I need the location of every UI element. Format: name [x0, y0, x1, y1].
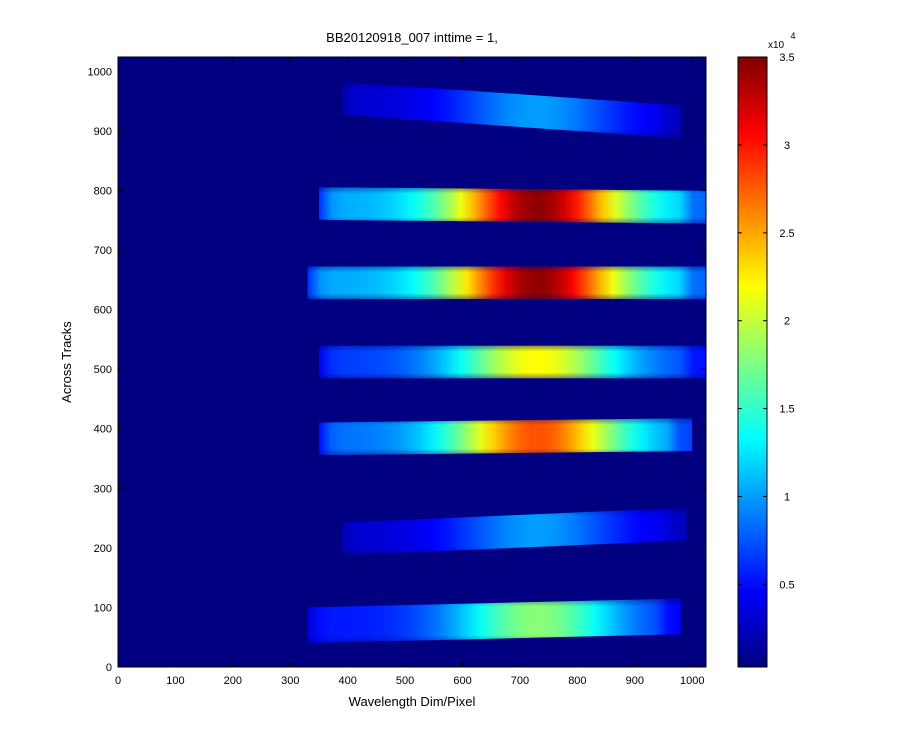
y-tick-label: 200: [94, 543, 112, 555]
x-axis-label: Wavelength Dim/Pixel: [349, 694, 476, 709]
y-tick-label: 1000: [88, 66, 112, 78]
y-tick-label: 400: [94, 424, 112, 436]
spectral-band: [318, 187, 706, 224]
colorbar-multiplier: x10: [768, 40, 785, 51]
x-tick-label: 200: [224, 675, 242, 687]
x-tick-label: 400: [339, 675, 357, 687]
spectral-band: [318, 345, 706, 379]
colorbar-tick-label: 2.5: [779, 228, 794, 240]
colorbar-tick-label: 3.5: [779, 52, 794, 64]
spectral-band: [318, 418, 693, 456]
x-tick-label: 1000: [680, 675, 704, 687]
x-tick-label: 700: [511, 675, 529, 687]
y-axis-label: Across Tracks: [59, 321, 74, 403]
spectral-band: [307, 598, 681, 644]
x-tick-label: 300: [281, 675, 299, 687]
y-tick-label: 800: [94, 185, 112, 197]
colorbar: [737, 56, 768, 668]
colorbar-tick-label: 1: [784, 491, 790, 503]
x-tick-label: 800: [568, 675, 586, 687]
x-tick-label: 900: [626, 675, 644, 687]
y-tick-label: 100: [94, 602, 112, 614]
spectral-band: [341, 81, 681, 139]
spectral-band: [307, 266, 706, 300]
y-tick-label: 900: [94, 126, 112, 138]
colorbar-tick-label: 2: [784, 316, 790, 328]
colorbar-exponent: 4: [790, 31, 795, 41]
x-tick-label: 500: [396, 675, 414, 687]
chart-title: BB20120918_007 inttime = 1,: [326, 30, 498, 45]
x-tick-label: 600: [453, 675, 471, 687]
y-tick-label: 700: [94, 245, 112, 257]
x-tick-label: 100: [166, 675, 184, 687]
y-tick-label: 600: [94, 305, 112, 317]
y-tick-label: 500: [94, 364, 112, 376]
y-tick-label: 0: [106, 662, 112, 674]
colorbar-tick-label: 0.5: [779, 579, 794, 591]
y-tick-label: 300: [94, 483, 112, 495]
x-tick-label: 0: [115, 675, 121, 687]
colorbar-tick-label: 1.5: [779, 404, 794, 416]
spectral-band: [341, 507, 687, 556]
axes-box: [117, 56, 707, 668]
colorbar-tick-label: 3: [784, 140, 790, 152]
